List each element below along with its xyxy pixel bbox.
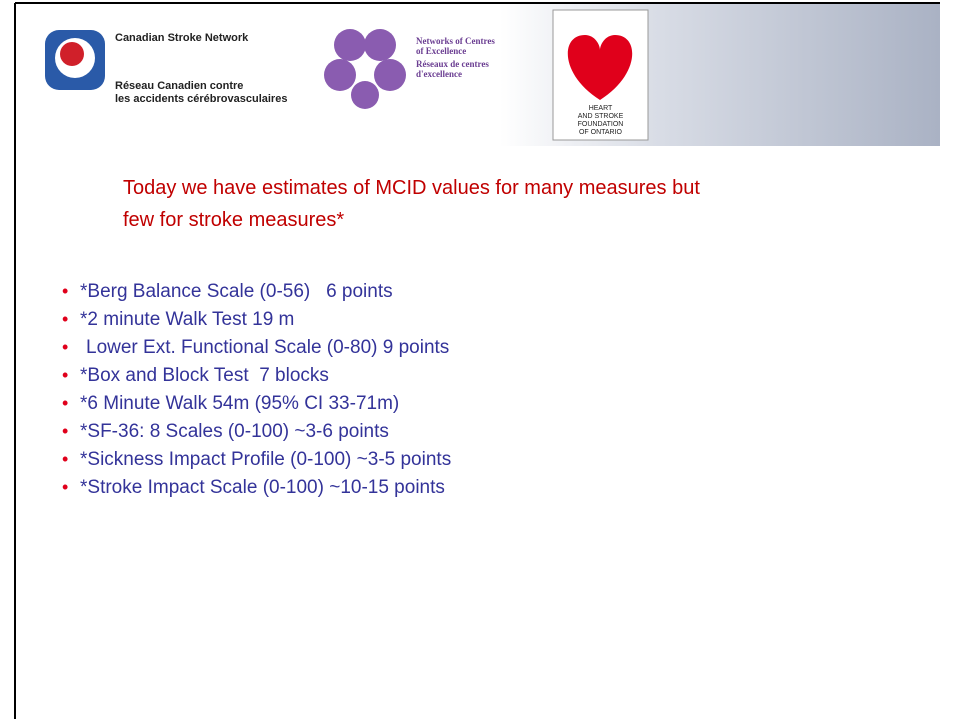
bullet-dot: •: [62, 281, 68, 302]
bullet-dot: •: [62, 365, 68, 386]
nce-line: Networks of Centres: [416, 36, 495, 46]
nce-logo: [324, 29, 406, 109]
csn-name: Canadian Stroke Network: [115, 32, 248, 44]
heading-line: Today we have estimates of MCID values f…: [123, 177, 700, 200]
heading-line: few for stroke measures*: [123, 209, 344, 232]
bullet-text: *6 Minute Walk 54m (95% CI 33-71m): [80, 393, 399, 415]
csn-line: les accidents cérébrovasculaires: [115, 93, 287, 105]
bullet-text: *Box and Block Test 7 blocks: [80, 365, 329, 387]
bullet-dot: •: [62, 337, 68, 358]
slide: Canadian Stroke Network Réseau Canadien …: [0, 0, 956, 719]
bullet-dot: •: [62, 393, 68, 414]
bullet-text: *Berg Balance Scale (0-56) 6 points: [80, 281, 393, 303]
csn-line: Réseau Canadien contre: [115, 80, 243, 92]
hsf-line: FOUNDATION: [553, 121, 648, 129]
bullet-dot: •: [62, 477, 68, 498]
csn-logo-brain: [60, 42, 84, 66]
bullet-text: *SF-36: 8 Scales (0-100) ~3-6 points: [80, 421, 389, 443]
bullet-text: *Sickness Impact Profile (0-100) ~3-5 po…: [80, 449, 451, 471]
bullet-text: *Stroke Impact Scale (0-100) ~10-15 poin…: [80, 477, 445, 499]
slide-graphics: [0, 0, 956, 719]
nce-line: of Excellence: [416, 46, 466, 56]
hsf-line: AND STROKE: [553, 113, 648, 121]
bullet-dot: •: [62, 309, 68, 330]
nce-line: d'excellence: [416, 69, 462, 79]
bullet-dot: •: [62, 421, 68, 442]
bullet-text: Lower Ext. Functional Scale (0-80) 9 poi…: [86, 337, 449, 359]
bullet-text: *2 minute Walk Test 19 m: [80, 309, 294, 331]
nce-line: Réseaux de centres: [416, 59, 489, 69]
hsf-line: OF ONTARIO: [553, 129, 648, 137]
bullet-dot: •: [62, 449, 68, 470]
hsf-line: HEART: [553, 105, 648, 113]
